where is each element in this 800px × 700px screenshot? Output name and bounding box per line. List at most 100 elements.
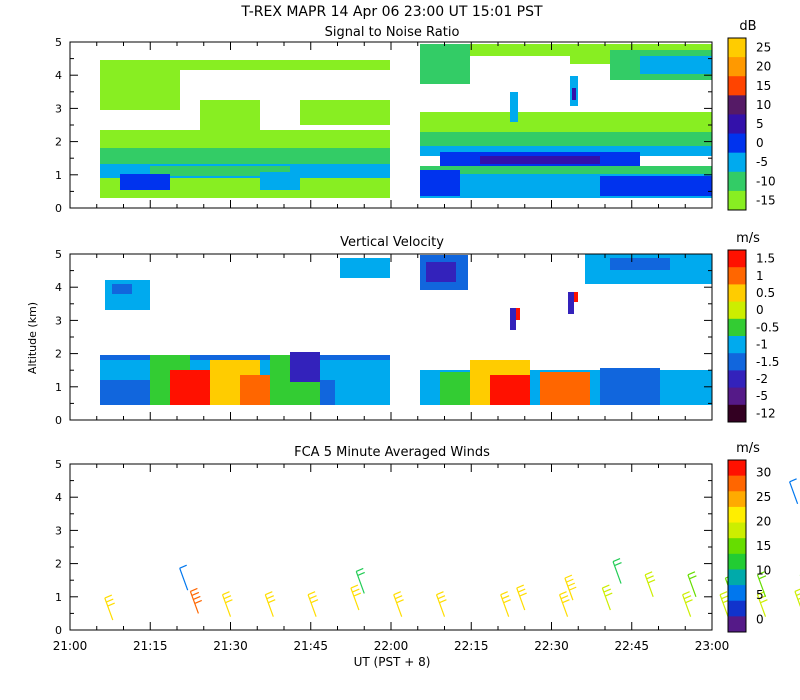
x-tick-label: 22:45: [614, 639, 649, 653]
colorbar-swatch: [728, 569, 746, 586]
colorbar-units: m/s: [736, 231, 760, 246]
colorbar-swatch: [728, 301, 746, 320]
y-tick-label: 1: [55, 381, 62, 394]
y-tick-label: 2: [55, 136, 62, 149]
colorbar-swatch: [728, 460, 746, 477]
colorbar-swatch: [728, 491, 746, 508]
colorbar-label: -0.5: [756, 320, 779, 334]
colorbar-label: -1.5: [756, 355, 779, 369]
wind-barb: [355, 567, 365, 594]
wind-barb: [179, 564, 189, 591]
colorbar-swatch: [728, 267, 746, 285]
colorbar-swatch: [728, 506, 746, 524]
colorbar-swatch: [728, 95, 746, 115]
colorbar-frame: [727, 459, 747, 633]
wind-barb: [789, 478, 799, 505]
figure-title: T-REX MAPR 14 Apr 06 23:00 UT 15:01 PST: [240, 4, 543, 20]
snr-field: [100, 44, 712, 198]
colorbar-swatch: [728, 38, 746, 58]
wind-barb: [350, 584, 362, 611]
colorbar-frame: [727, 249, 747, 423]
colorbar-swatch: [728, 585, 746, 602]
y-tick-label: 1: [55, 591, 62, 604]
wind-barb: [264, 591, 276, 617]
y-tick-label: 1: [55, 169, 62, 182]
colorbar-label: 15: [756, 539, 771, 553]
colorbar-label: 1: [756, 269, 764, 283]
wind-barbs: [104, 478, 800, 621]
panel-title: Vertical Velocity: [340, 235, 444, 250]
colorbar-swatch: [728, 284, 746, 303]
colorbar-units: dB: [739, 19, 756, 34]
colorbar-frame: [727, 37, 747, 211]
colorbar-label: -5: [756, 389, 768, 403]
colorbar-label: -15: [756, 193, 776, 207]
colorbar-swatch: [728, 171, 746, 192]
colorbar-label: 10: [756, 564, 771, 578]
x-tick-label: 23:00: [695, 639, 730, 653]
wind-barb: [307, 591, 319, 617]
colorbar-label: 0: [756, 613, 764, 627]
wind-barb: [500, 591, 511, 617]
colorbar-label: 20: [756, 514, 771, 528]
colorbar-units: m/s: [736, 441, 760, 456]
colorbar-swatch: [728, 553, 746, 570]
y-tick-label: 5: [55, 248, 62, 261]
colorbar-swatch: [728, 370, 746, 389]
y-tick-label: 4: [55, 491, 62, 504]
wind-barb: [393, 591, 404, 617]
colorbar-label: 0: [756, 136, 764, 150]
colorbar-label: 25: [756, 41, 771, 55]
x-tick-label: 21:15: [133, 639, 168, 653]
panel-title: Signal to Noise Ratio: [325, 25, 460, 40]
wind-barb: [612, 557, 622, 584]
y-tick-label: 5: [55, 458, 62, 471]
colorbar-label: 10: [756, 98, 771, 112]
colorbar-label: 25: [756, 490, 771, 504]
panel-winds: FCA 5 Minute Averaged Winds: [104, 445, 800, 621]
colorbar-label: 0.5: [756, 286, 775, 300]
colorbar-swatch: [728, 353, 746, 371]
colorbar-swatch: [728, 336, 746, 354]
y-axis-label: Altitude (km): [26, 302, 39, 374]
x-tick-label: 21:45: [293, 639, 328, 653]
velocity-field: [100, 254, 712, 405]
x-tick-label: 21:30: [213, 639, 248, 653]
x-tick-label: 21:00: [53, 639, 88, 653]
x-tick-label: 22:15: [454, 639, 489, 653]
colorbar-swatch: [728, 190, 746, 211]
colorbar-label: 5: [756, 588, 764, 602]
y-tick-label: 4: [55, 281, 62, 294]
colorbar-swatch: [728, 387, 746, 406]
wind-barb: [558, 591, 570, 617]
y-tick-label: 0: [55, 414, 62, 427]
wind-barb: [756, 571, 767, 598]
panel-velocity: Vertical Velocity: [100, 235, 712, 405]
wind-barb: [794, 588, 800, 608]
x-axis-label: UT (PST + 8): [354, 655, 431, 669]
colorbar-swatch: [728, 616, 746, 633]
colorbar-swatch: [728, 57, 746, 77]
colorbar-swatch: [728, 404, 746, 423]
colorbar-swatch: [728, 250, 746, 268]
y-tick-label: 0: [55, 624, 62, 637]
y-tick-label: 3: [55, 524, 62, 537]
colorbar-label: 15: [756, 79, 771, 93]
wind-barb: [516, 584, 527, 611]
y-tick-label: 5: [55, 36, 62, 49]
x-tick-label: 22:00: [374, 639, 409, 653]
plot-frame: [69, 463, 713, 631]
y-tick-label: 0: [55, 202, 62, 215]
y-tick-label: 3: [55, 102, 62, 115]
wind-barb: [221, 591, 233, 617]
wind-barb: [435, 591, 447, 617]
colorbar-label: 20: [756, 60, 771, 74]
colorbar-label: -10: [756, 174, 776, 188]
colorbar-swatch: [728, 318, 746, 337]
y-tick-label: 4: [55, 69, 62, 82]
colorbar-label: 0: [756, 303, 764, 317]
panel-snr: Signal to Noise Ratio: [100, 25, 712, 198]
y-tick-label: 3: [55, 314, 62, 327]
wind-barb: [601, 584, 613, 611]
colorbar-label: -2: [756, 372, 768, 386]
